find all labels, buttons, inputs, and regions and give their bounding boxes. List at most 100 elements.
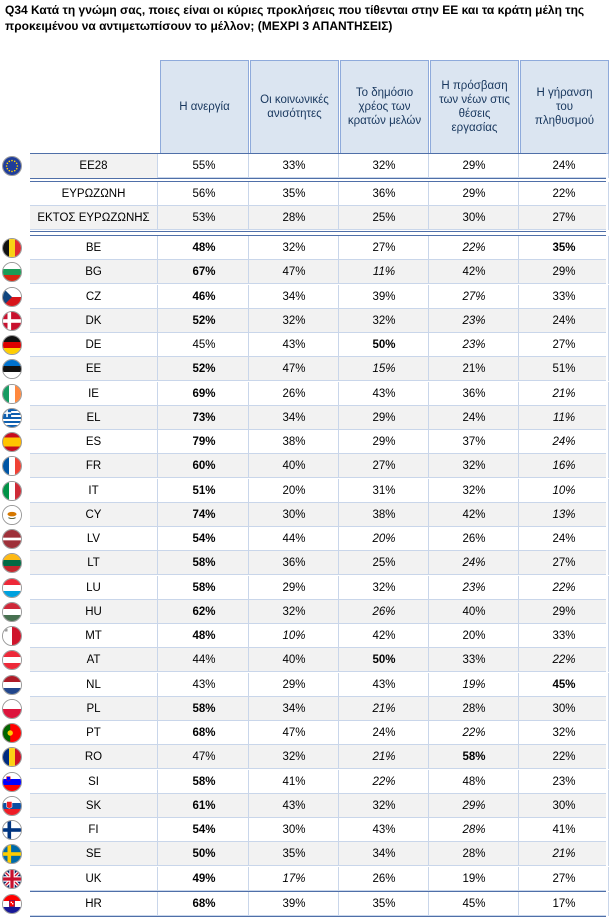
- row-label: ΕΚΤΟΣ ΕΥΡΩΖΩΝΗΣ: [30, 206, 158, 231]
- value-cell: 47%: [250, 721, 339, 745]
- value-cell: 38%: [340, 502, 429, 527]
- value-cell: 45%: [520, 672, 609, 697]
- value-cell: 39%: [250, 892, 339, 916]
- value-cell: 58%: [160, 696, 249, 721]
- column-header-1: Η ανεργία: [160, 60, 249, 154]
- column-header-5: Η γήρανση του πληθυσμού: [520, 60, 609, 154]
- value-cell: 33%: [430, 648, 519, 673]
- value-cell: 50%: [340, 333, 429, 357]
- flag-it-icon: [2, 480, 22, 501]
- table-row: FR 60% 40% 27% 32% 16%: [30, 454, 609, 479]
- value-cell: 29%: [520, 260, 609, 285]
- value-cell: 26%: [430, 527, 519, 551]
- value-cell: 47%: [250, 260, 339, 285]
- value-cell: 60%: [160, 454, 249, 479]
- value-cell: 21%: [340, 696, 429, 721]
- table-row: PL 58% 34% 21% 28% 30%: [30, 696, 609, 721]
- table-row: SI 58% 41% 22% 48% 23%: [30, 769, 609, 794]
- value-cell: 69%: [160, 381, 249, 406]
- row-label: EL: [30, 405, 158, 430]
- value-cell: 49%: [160, 866, 249, 891]
- table-row: RO 47% 32% 21% 58% 22%: [30, 745, 609, 770]
- value-cell: 21%: [520, 842, 609, 867]
- value-cell: 42%: [340, 624, 429, 648]
- value-cell: 68%: [160, 721, 249, 745]
- group-border: [30, 153, 606, 154]
- table-row: EL 73% 34% 29% 24% 11%: [30, 405, 609, 430]
- row-label: EE: [30, 357, 158, 382]
- value-cell: 43%: [340, 818, 429, 842]
- value-cell: 22%: [430, 721, 519, 745]
- flag-ie-icon: [2, 383, 22, 404]
- value-cell: 32%: [250, 236, 339, 260]
- value-cell: 30%: [250, 818, 339, 842]
- value-cell: 27%: [520, 206, 609, 231]
- flag-hr-icon: [2, 894, 22, 914]
- flag-fi-icon: [2, 820, 22, 840]
- flag-ee-icon: [2, 359, 22, 380]
- value-cell: 29%: [520, 599, 609, 624]
- table-row: CY 74% 30% 38% 42% 13%: [30, 502, 609, 527]
- value-cell: 20%: [250, 478, 339, 503]
- flag-bg-icon: [2, 262, 22, 283]
- flag-fr-icon: [2, 456, 22, 477]
- row-label: HU: [30, 599, 158, 624]
- value-cell: 42%: [430, 260, 519, 285]
- group-border: [30, 235, 606, 236]
- value-cell: 33%: [520, 624, 609, 648]
- value-cell: 22%: [520, 575, 609, 600]
- value-cell: 36%: [430, 381, 519, 406]
- value-cell: 35%: [340, 892, 429, 916]
- value-cell: 29%: [430, 182, 519, 206]
- value-cell: 35%: [520, 236, 609, 260]
- flag-at-icon: [2, 650, 22, 671]
- value-cell: 67%: [160, 260, 249, 285]
- value-cell: 20%: [340, 527, 429, 551]
- value-cell: 24%: [340, 721, 429, 745]
- value-cell: 25%: [340, 551, 429, 576]
- flag-cz-icon: [2, 286, 22, 307]
- row-label: PT: [30, 721, 158, 745]
- value-cell: 53%: [160, 206, 249, 231]
- flag-eu-icon: [2, 156, 22, 176]
- value-cell: 29%: [340, 405, 429, 430]
- table-row: DK 52% 32% 32% 23% 24%: [30, 308, 609, 333]
- value-cell: 32%: [250, 308, 339, 333]
- row-label: IT: [30, 478, 158, 503]
- value-cell: 34%: [250, 696, 339, 721]
- value-cell: 21%: [340, 745, 429, 770]
- value-cell: 22%: [430, 236, 519, 260]
- value-cell: 68%: [160, 892, 249, 916]
- value-cell: 27%: [340, 236, 429, 260]
- table-row: ES 79% 38% 29% 37% 24%: [30, 430, 609, 454]
- value-cell: 44%: [160, 648, 249, 673]
- table-row: CZ 46% 34% 39% 27% 33%: [30, 284, 609, 309]
- flag-mt-icon: [2, 626, 22, 646]
- value-cell: 19%: [430, 672, 519, 697]
- value-cell: 43%: [160, 672, 249, 697]
- value-cell: 79%: [160, 430, 249, 454]
- value-cell: 44%: [250, 527, 339, 551]
- value-cell: 50%: [340, 648, 429, 673]
- flag-ro-icon: [2, 747, 22, 768]
- value-cell: 58%: [430, 745, 519, 770]
- value-cell: 11%: [340, 260, 429, 285]
- value-cell: 37%: [430, 430, 519, 454]
- value-cell: 58%: [160, 551, 249, 576]
- value-cell: 33%: [520, 284, 609, 309]
- column-header-3: Το δημόσιο χρέος των κρατών μελών: [340, 60, 429, 154]
- value-cell: 27%: [520, 866, 609, 891]
- value-cell: 46%: [160, 284, 249, 309]
- value-cell: 16%: [520, 454, 609, 479]
- table-row: ΕΚΤΟΣ ΕΥΡΩΖΩΝΗΣ 53% 28% 25% 30% 27%: [30, 206, 609, 231]
- value-cell: 52%: [160, 357, 249, 382]
- flag-dk-icon: [2, 310, 22, 331]
- flag-de-icon: [2, 335, 22, 355]
- value-cell: 20%: [430, 624, 519, 648]
- value-cell: 30%: [250, 502, 339, 527]
- value-cell: 29%: [430, 154, 519, 178]
- value-cell: 40%: [250, 454, 339, 479]
- table-row: HU 62% 32% 26% 40% 29%: [30, 599, 609, 624]
- flag-si-icon: [2, 771, 22, 792]
- value-cell: 34%: [250, 284, 339, 309]
